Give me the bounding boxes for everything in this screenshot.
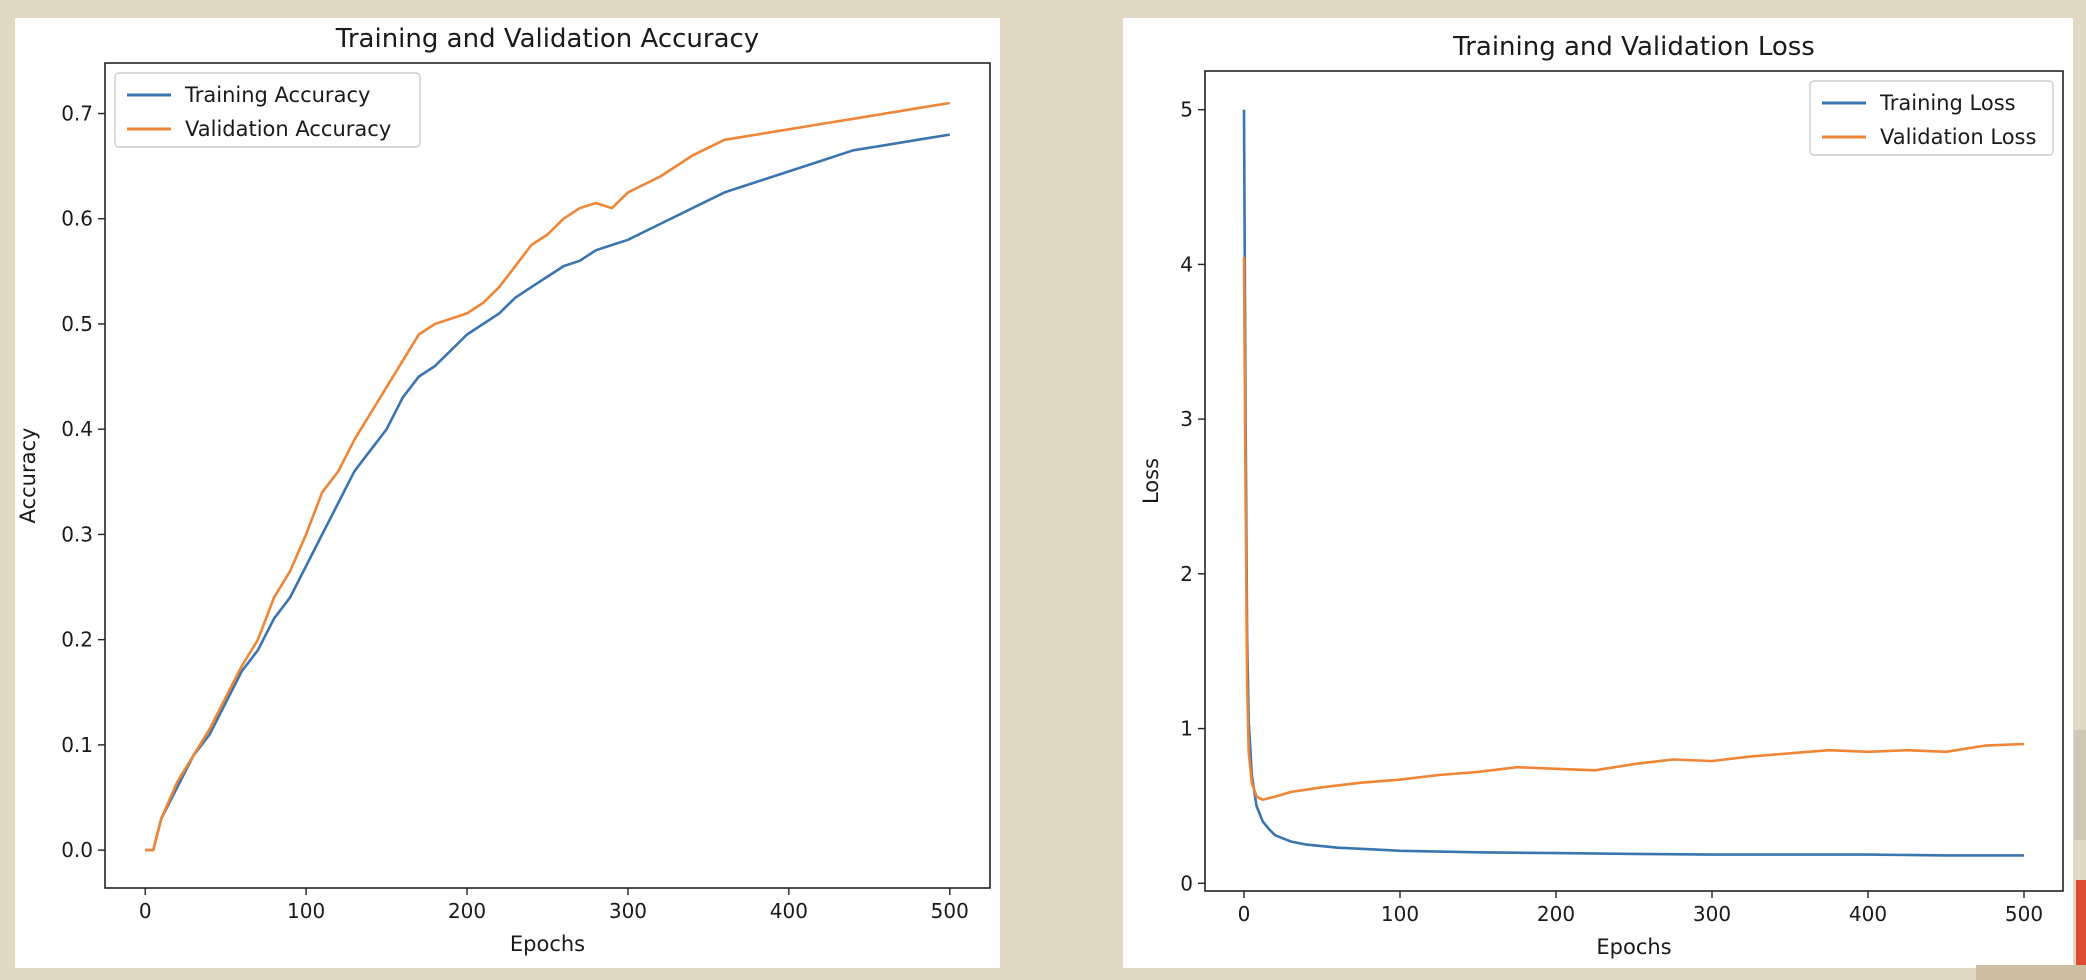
plot-frame	[104, 62, 991, 889]
series-line-training-loss	[1242, 109, 2024, 857]
legend-entry-label: Validation Accuracy	[185, 117, 391, 141]
y-tick-label: 0.3	[61, 522, 93, 546]
legend-entry-label: Training Accuracy	[184, 83, 370, 107]
y-axis-label: Accuracy	[16, 428, 40, 524]
y-tick-label: 3	[1180, 407, 1193, 431]
legend-box	[114, 72, 421, 148]
legend: Training Accuracy Validation Accuracy	[114, 72, 421, 148]
y-tick-label: 0.1	[61, 733, 93, 757]
y-tick-label: 0.2	[61, 628, 93, 652]
chart-title: Training and Validation Accuracy	[335, 24, 759, 54]
y-tick-label: 4	[1180, 252, 1193, 276]
x-axis-label: Epochs	[1596, 935, 1671, 959]
x-tick-label: 400	[770, 899, 808, 923]
series-line-validation-accuracy	[145, 101, 951, 852]
x-tick-label: 200	[1537, 902, 1575, 926]
background-decoration-red	[2076, 880, 2086, 980]
y-tick-label: 2	[1180, 562, 1193, 586]
legend: Training Loss Validation Loss	[1809, 80, 2054, 156]
legend-entry-label: Training Loss	[1879, 91, 2016, 115]
y-tick-label: 0.7	[61, 102, 93, 126]
accuracy-chart: Training and Validation Accuracy 0 100 200 3…	[16, 24, 991, 956]
y-tick-label: 0	[1180, 871, 1193, 895]
loss-chart-panel: Training and Validation Loss 0 100 200 300 40…	[1123, 18, 2073, 968]
y-tick-label: 0.4	[61, 417, 93, 441]
y-tick-label: 0.5	[61, 312, 93, 336]
accuracy-chart-panel: Training and Validation Accuracy 0 100 200 3…	[15, 18, 1000, 968]
y-axis-label: Loss	[1139, 458, 1163, 504]
y-tick-label: 1	[1180, 717, 1193, 741]
x-tick-label: 200	[448, 899, 486, 923]
background-decoration-tan	[1976, 965, 2086, 980]
series-line-training-accuracy	[145, 133, 951, 852]
x-tick-label: 300	[1693, 902, 1731, 926]
x-tick-label: 500	[2005, 902, 2043, 926]
x-tick-label: 0	[139, 899, 152, 923]
y-tick-label: 5	[1180, 98, 1193, 122]
x-tick-label: 100	[1381, 902, 1419, 926]
x-tick-label: 400	[1849, 902, 1887, 926]
y-tick-label: 0.0	[61, 838, 93, 862]
x-tick-label: 0	[1238, 902, 1251, 926]
x-axis-label: Epochs	[510, 932, 585, 956]
legend-box	[1809, 80, 2054, 156]
y-tick-label: 0.6	[61, 207, 93, 231]
plot-frame	[1204, 70, 2064, 892]
x-tick-label: 100	[287, 899, 325, 923]
x-tick-label: 300	[609, 899, 647, 923]
x-tick-label: 500	[931, 899, 969, 923]
background-decoration-grey	[2074, 730, 2086, 840]
legend-entry-label: Validation Loss	[1880, 125, 2036, 149]
chart-title: Training and Validation Loss	[1452, 32, 1815, 62]
series-line-validation-loss	[1242, 256, 2025, 801]
